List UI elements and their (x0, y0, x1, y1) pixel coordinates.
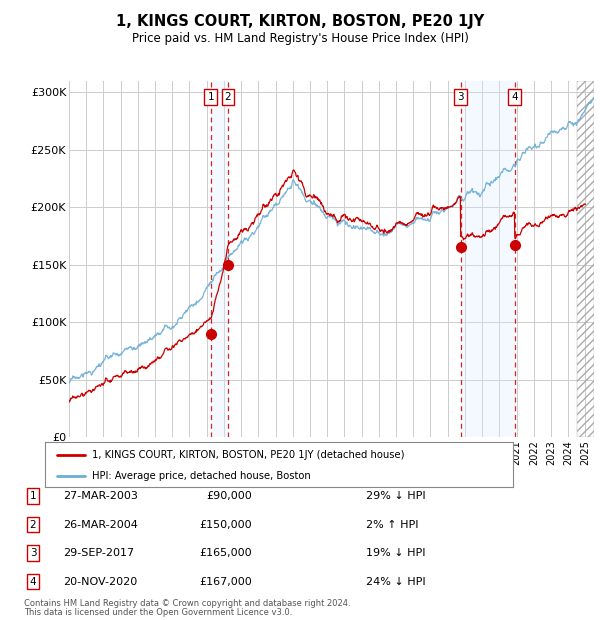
Text: 1: 1 (208, 92, 214, 102)
Text: HPI: Average price, detached house, Boston: HPI: Average price, detached house, Bost… (92, 471, 311, 480)
Text: £165,000: £165,000 (199, 548, 252, 558)
Text: £90,000: £90,000 (206, 491, 252, 501)
Text: 2% ↑ HPI: 2% ↑ HPI (366, 520, 419, 529)
Text: 26-MAR-2004: 26-MAR-2004 (63, 520, 138, 529)
Text: 2: 2 (29, 520, 37, 529)
Bar (211, 81, 228, 437)
Text: Price paid vs. HM Land Registry's House Price Index (HPI): Price paid vs. HM Land Registry's House … (131, 32, 469, 45)
Text: 1, KINGS COURT, KIRTON, BOSTON, PE20 1JY: 1, KINGS COURT, KIRTON, BOSTON, PE20 1JY (116, 14, 484, 29)
Text: 27-MAR-2003: 27-MAR-2003 (63, 491, 138, 501)
Text: 29% ↓ HPI: 29% ↓ HPI (366, 491, 425, 501)
Text: £150,000: £150,000 (199, 520, 252, 529)
Text: 4: 4 (511, 92, 518, 102)
Bar (461, 81, 515, 437)
Text: 4: 4 (29, 577, 37, 587)
Text: 20-NOV-2020: 20-NOV-2020 (63, 577, 137, 587)
Text: 1, KINGS COURT, KIRTON, BOSTON, PE20 1JY (detached house): 1, KINGS COURT, KIRTON, BOSTON, PE20 1JY… (92, 450, 404, 459)
Text: 1: 1 (29, 491, 37, 501)
Text: Contains HM Land Registry data © Crown copyright and database right 2024.: Contains HM Land Registry data © Crown c… (24, 598, 350, 608)
Text: 3: 3 (29, 548, 37, 558)
Text: This data is licensed under the Open Government Licence v3.0.: This data is licensed under the Open Gov… (24, 608, 292, 617)
Text: £167,000: £167,000 (199, 577, 252, 587)
Text: 3: 3 (457, 92, 464, 102)
Text: 24% ↓ HPI: 24% ↓ HPI (366, 577, 425, 587)
Text: 2: 2 (224, 92, 231, 102)
Text: 19% ↓ HPI: 19% ↓ HPI (366, 548, 425, 558)
Text: 29-SEP-2017: 29-SEP-2017 (63, 548, 134, 558)
